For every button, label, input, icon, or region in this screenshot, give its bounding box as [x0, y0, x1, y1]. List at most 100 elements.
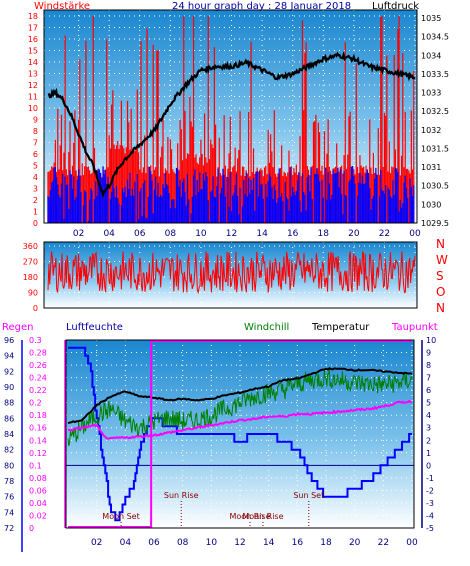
humidity-y-tick: 96 [4, 336, 14, 345]
pressure-y-tick: 1033.5 [421, 70, 449, 79]
humidity-y-tick: 76 [4, 493, 14, 502]
rain-y-tick: 0.14 [29, 436, 47, 445]
wind-y-tick: 10 [28, 104, 38, 113]
compass-label: S [436, 269, 444, 283]
temp-y-tick: 4 [426, 411, 431, 420]
humidity-y-tick: 82 [4, 446, 14, 455]
pressure-y-tick: 1035 [421, 14, 441, 23]
climate-x-tick: 12 [234, 538, 245, 548]
pressure-axis-title: Luftdruck [372, 1, 419, 12]
humidity-y-tick: 78 [4, 477, 14, 486]
climate-lines [67, 340, 413, 528]
legend-humidity: Luftfeuchte [66, 322, 123, 333]
wind-x-tick: 10 [195, 229, 207, 239]
climate-x-tick: 18 [320, 538, 332, 548]
wind-y-tick: 16 [28, 35, 38, 44]
climate-x-tick: 20 [349, 538, 361, 548]
rain-y-tick: 0.04 [29, 499, 47, 508]
pressure-y-tick: 1030 [421, 200, 441, 209]
pressure-y-tick: 1029.5 [421, 219, 449, 228]
rain-y-tick: 0.28 [29, 349, 47, 358]
winddir-panel-frame [43, 241, 418, 309]
climate-x-tick: 06 [148, 538, 160, 548]
pressure-y-tick: 1034 [421, 51, 441, 60]
temp-y-tick: 10 [426, 336, 436, 345]
rain-y-tick: 0.1 [29, 461, 42, 470]
pressure-y-tick: 1030.5 [421, 182, 449, 191]
legend-dewpoint: Taupunkt [391, 322, 438, 333]
wind-x-tick: 12 [226, 229, 237, 239]
winddir-y-tick: 90 [28, 289, 38, 298]
compass-label: W [436, 253, 448, 267]
event-label: Moon Rise [242, 512, 283, 521]
temperature-line [67, 367, 413, 425]
climate-x-tick: 08 [177, 538, 189, 548]
wind-direction-line [47, 251, 416, 295]
wind-y-tick: 11 [28, 93, 38, 102]
wind-x-tick: 20 [348, 229, 360, 239]
humidity-line [68, 346, 412, 522]
humidity-y-tick: 90 [4, 383, 14, 392]
legend-rain: Regen [2, 322, 34, 333]
wind-y-tick: 12 [28, 81, 38, 90]
humidity-y-tick: 86 [4, 414, 14, 423]
wind-y-tick: 18 [28, 12, 38, 21]
wind-y-tick: 8 [33, 127, 38, 136]
temp-y-tick: 8 [426, 361, 431, 370]
wind-x-tick: 06 [134, 229, 146, 239]
wind-gust-bars [47, 166, 415, 223]
climate-panel-background [66, 340, 414, 528]
winddir-y-tick: 270 [23, 258, 38, 267]
pressure-y-tick: 1031 [421, 163, 441, 172]
rain-y-tick: 0.2 [29, 399, 42, 408]
wind-x-tick: 16 [287, 229, 299, 239]
wind-x-tick: 14 [256, 229, 268, 239]
wind-y-tick: 5 [33, 162, 38, 171]
climate-x-tick: 16 [292, 538, 304, 548]
windchill-line [67, 368, 413, 447]
pressure-line [47, 51, 416, 199]
wind-x-tick: 00 [409, 229, 421, 239]
wind-y-tick: 4 [33, 173, 38, 182]
wind-y-tick: 1 [33, 208, 38, 217]
temp-y-tick: -1 [426, 474, 434, 483]
temp-y-tick: 2 [426, 436, 431, 445]
wind-y-tick: 14 [28, 58, 38, 67]
climate-x-tick: 22 [378, 538, 389, 548]
event-label: Moon Set [102, 512, 139, 521]
chart-title: 24 hour graph day : 28 Januar 2018 [172, 1, 351, 12]
temp-y-tick: 0 [426, 461, 431, 470]
wind-y-tick: 6 [33, 150, 38, 159]
pressure-y-tick: 1032 [421, 126, 441, 135]
rain-y-tick: 0.06 [29, 486, 47, 495]
rain-y-tick: 0.02 [29, 511, 47, 520]
wind-y-tick: 3 [33, 185, 38, 194]
pressure-y-tick: 1031.5 [421, 144, 449, 153]
rain-y-tick: 0.08 [29, 474, 47, 483]
wind-x-tick: 02 [73, 229, 84, 239]
temp-y-tick: 1 [426, 449, 431, 458]
rain-y-tick: 0.24 [29, 374, 47, 383]
humidity-y-tick: 80 [4, 461, 14, 470]
wind-y-tick: 13 [28, 70, 38, 79]
wind-x-tick: 08 [165, 229, 177, 239]
wind-panel-frame [43, 9, 418, 224]
wind-y-tick: 9 [33, 116, 38, 125]
temp-y-tick: -2 [426, 486, 434, 495]
wind-y-tick: 17 [28, 24, 38, 33]
legend-temperature: Temperatur [311, 322, 370, 333]
wind-y-tick: 15 [28, 47, 38, 56]
climate-x-tick: 00 [406, 538, 418, 548]
climate-panel-frame [65, 339, 415, 529]
winddir-y-tick: 360 [23, 242, 38, 251]
event-label: Moon Rise [229, 512, 270, 521]
wind-x-tick: 22 [379, 229, 390, 239]
compass-label: N [436, 301, 445, 315]
legend-windchill: Windchill [244, 322, 289, 333]
humidity-y-tick: 88 [4, 399, 14, 408]
temp-y-tick: 3 [426, 424, 431, 433]
climate-x-tick: 10 [206, 538, 218, 548]
wind-x-tick: 18 [318, 229, 330, 239]
